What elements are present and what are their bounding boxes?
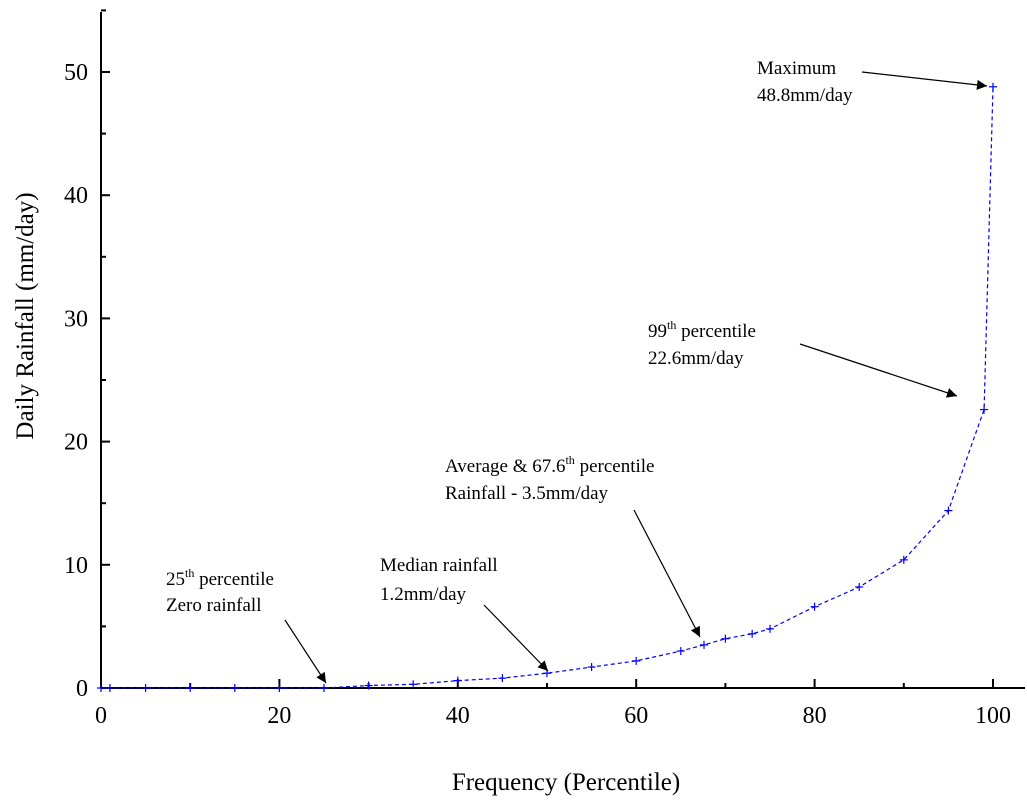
x-tick-label: 0 <box>95 703 107 729</box>
y-tick-label: 30 <box>64 306 88 332</box>
annotation-arrow <box>284 619 327 684</box>
annotation-text: Maximum <box>757 58 836 79</box>
data-point <box>676 647 685 656</box>
data-point <box>320 684 328 692</box>
data-point <box>899 555 908 564</box>
annotation-arrow <box>861 71 988 90</box>
annotation-max: Maximum 48.8mm/day <box>757 58 988 106</box>
x-axis-title: Frequency (Percentile) <box>452 769 680 796</box>
data-point <box>453 676 462 685</box>
data-point <box>699 640 708 649</box>
annotation-text: Average & 67.6th percentile <box>445 453 654 477</box>
data-point <box>944 506 953 515</box>
annotation-text: 48.8mm/day <box>757 85 853 106</box>
data-point <box>364 681 373 690</box>
data-point <box>855 582 864 591</box>
annotation-arrow <box>799 343 958 398</box>
x-tick-label: 80 <box>803 703 827 729</box>
data-point <box>989 82 997 91</box>
data-point <box>141 684 150 692</box>
annotation-text: Zero rainfall <box>166 595 261 616</box>
data-point <box>748 629 757 638</box>
data-point <box>97 684 105 692</box>
axes: 0 20 40 60 80 100 0 10 20 30 40 50 <box>64 9 1025 729</box>
y-axis-title: Daily Rainfall (mm/day) <box>12 192 39 439</box>
data-point <box>587 663 596 672</box>
y-tick-label: 50 <box>64 60 88 86</box>
x-tick-label: 40 <box>446 703 470 729</box>
annotation-text: Rainfall - 3.5mm/day <box>445 483 609 504</box>
annotation-text: Median rainfall <box>380 555 498 576</box>
data-point <box>498 674 507 683</box>
y-tick-label: 0 <box>76 676 88 702</box>
annotation-text: 1.2mm/day <box>380 584 467 605</box>
y-tick-label: 40 <box>64 183 88 209</box>
y-tick-label: 10 <box>64 553 88 579</box>
data-point <box>766 624 774 633</box>
annotation-median: Median rainfall 1.2mm/day <box>380 555 549 672</box>
annotation-p25: 25th percentile Zero rainfall <box>166 566 327 684</box>
data-point <box>632 656 641 665</box>
data-point <box>721 634 730 643</box>
annotation-text: 22.6mm/day <box>648 348 744 369</box>
annotation-avg: Average & 67.6th percentile Rainfall - 3.… <box>445 453 701 638</box>
annotation-p99: 99th percentile 22.6mm/day <box>648 318 958 398</box>
x-tick-label: 60 <box>624 703 648 729</box>
data-point <box>409 680 418 689</box>
data-point <box>275 684 284 692</box>
annotation-text: 99th percentile <box>648 318 756 342</box>
data-point <box>980 405 989 414</box>
annotation-text: 25th percentile <box>166 566 274 590</box>
x-tick-label: 20 <box>267 703 291 729</box>
annotation-arrow <box>633 509 701 638</box>
data-point <box>230 684 239 692</box>
annotation-arrow <box>483 604 549 672</box>
annotations: Maximum 48.8mm/day 99th percentile 22.6mm/d… <box>166 58 988 684</box>
data-point <box>810 602 819 611</box>
data-point <box>186 684 195 692</box>
data-point <box>105 684 114 692</box>
y-tick-label: 20 <box>64 430 88 456</box>
data-series <box>97 82 997 692</box>
x-tick-label: 100 <box>975 703 1011 729</box>
